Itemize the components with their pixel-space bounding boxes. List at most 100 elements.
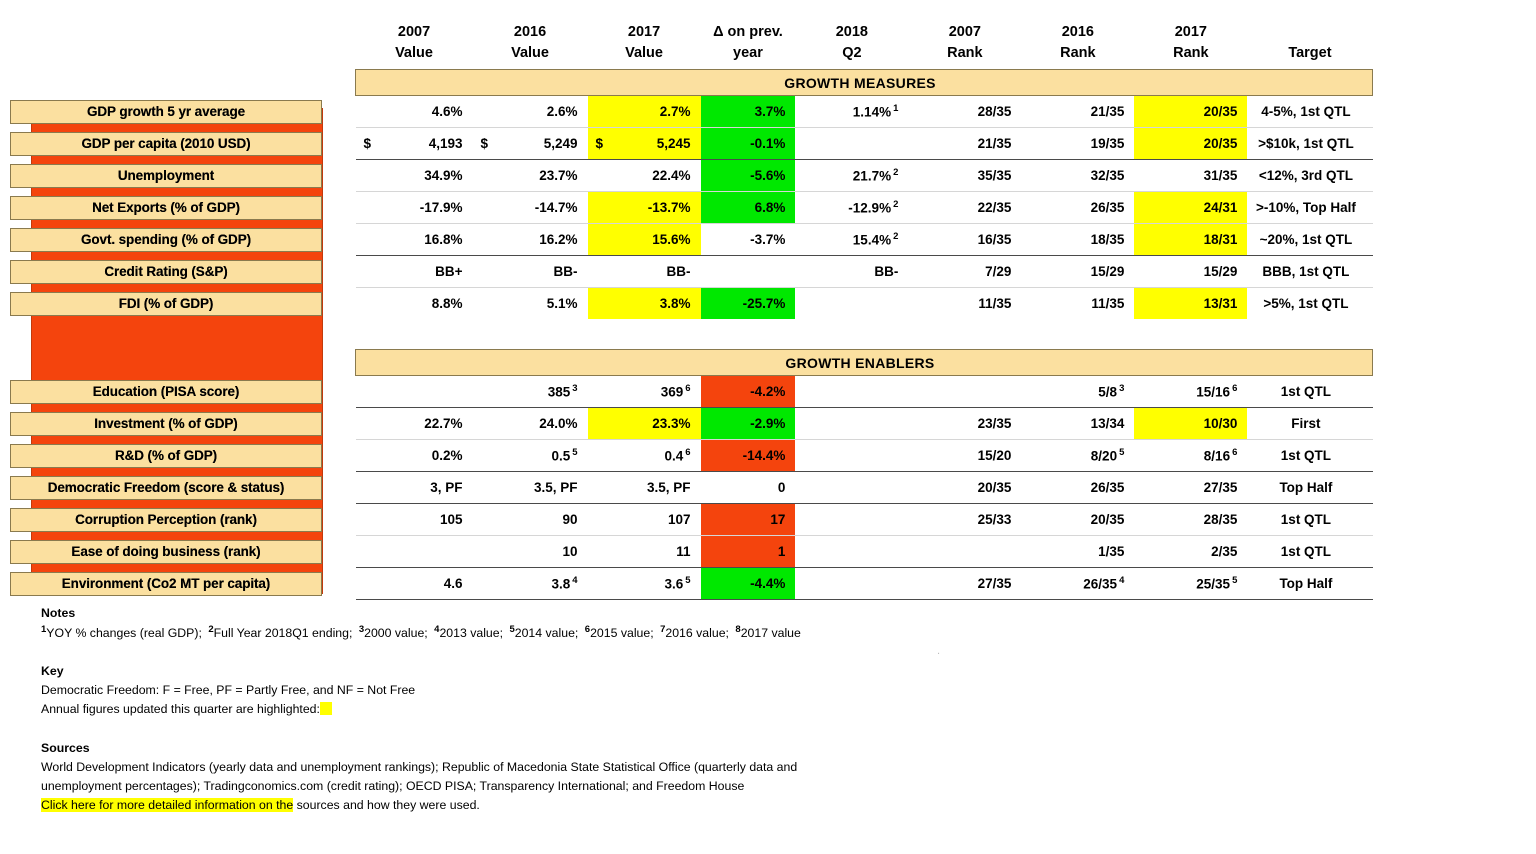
table-row: 16.8% 16.2% 15.6% -3.7% 15.4% 2 16/35 18/35 18/3… [355,223,1373,256]
cell-2017-value: -13.7% [587,191,701,224]
footnote-marker: 6 [1232,383,1238,395]
cell-2017-rank: 10/30 [1134,407,1248,440]
cell-2017-value: 11 [587,535,701,568]
cell-2018-q2: 21.7% 2 [795,159,909,192]
indicator-label-text: Investment (% of GDP) [94,416,238,432]
footnote-marker: 2 [893,231,899,243]
cell-2017-value: 3.6 5 [587,567,701,601]
cell-2016-value: 0.5 5 [472,439,588,472]
sources-detail-link[interactable]: Click here for more detailed information… [41,798,294,813]
note-text-7: 2016 value; [665,626,733,641]
column-header-8: Target [1288,45,1332,62]
cell-2007-rank: 28/35 [908,95,1022,128]
cell-2016-rank: 13/34 [1021,407,1135,440]
cell-2007-rank: 23/35 [908,407,1022,440]
cell-2007-value: -17.9% [355,191,473,224]
indicator-label-text: GDP growth 5 yr average [86,104,245,120]
scorecard-table: 2007 Value 2016 Value 2017 Value Δ on prev. yea… [355,22,1373,601]
cell-2018-q2 [795,127,909,160]
cell-2016-value: 385 3 [472,375,588,408]
cell-2017-rank: 28/35 [1134,503,1248,536]
cell-delta-prev-year: -4.2% [700,375,796,408]
table-row: BB+ BB- BB- BB- 7/29 15/29 15/29 BBB, 1st QTL [355,255,1373,288]
cell-2017-value: 369 6 [587,375,701,408]
table-header: 2007 Value 2016 Value 2017 Value Δ on prev. yea… [356,22,1373,70]
cell-2016-rank: 26/35 4 [1021,567,1135,601]
cell-2016-value: 3.5, PF [472,471,588,504]
currency-symbol: $ [480,136,489,152]
sources-line-1: World Development Indicators (yearly dat… [41,760,798,775]
cell-2016-value: 16.2% [472,223,588,256]
table-row: $4,193 $5,249 $5,245 -0.1% 21/35 19/35 20/35 >$… [355,127,1373,160]
cell-2007-rank: 25/33 [908,503,1022,536]
cell-2007-value: 34.9% [355,159,473,192]
indicator-label-12: Ease of doing business (rank) [10,539,322,564]
indicator-label-text: Govt. spending (% of GDP) [81,232,251,248]
cell-target: >-10%, Top Half [1247,191,1373,224]
cell-2007-value: BB+ [355,255,473,288]
key-heading: Key [41,664,64,678]
cell-2007-rank: 21/35 [908,127,1022,160]
cell-2007-rank [908,535,1022,568]
footnote-marker: 5 [685,575,691,587]
cell-2018-q2 [795,503,909,536]
cell-2017-value: 15.6% [587,223,701,256]
indicator-label-9: R&D (% of GDP) [10,443,322,468]
footnote-marker: 5 [1232,575,1238,587]
cell-2017-value: $5,245 [587,127,701,160]
indicator-label-text: Credit Rating (S&P) [104,264,228,280]
cell-2018-q2: 15.4% 2 [795,223,909,256]
indicator-label-1: GDP per capita (2010 USD) [10,131,322,156]
note-text-6: 2015 value; [590,626,658,641]
key-freedom-legend: Democratic Freedom: F = Free, PF = Partl… [41,683,416,698]
note-text-4: 2013 value; [439,626,507,641]
cell-2016-rank: 20/35 [1021,503,1135,536]
footnote-marker: 3 [572,383,578,395]
cell-target: First [1247,407,1373,440]
cell-delta-prev-year: -0.1% [700,127,796,160]
note-marker-3: 3 [358,624,365,636]
cell-2007-value: 0.2% [355,439,473,472]
table-header-row: 2007 Value 2016 Value 2017 Value Δ on prev. yea… [356,22,1373,70]
cell-2007-rank: 11/35 [908,287,1022,320]
indicator-label-10: Democratic Freedom (score & status) [10,475,322,500]
sources-heading: Sources [41,741,90,755]
cell-2007-value [355,535,473,568]
cell-target: ~20%, 1st QTL [1247,223,1373,256]
cell-target: <12%, 3rd QTL [1247,159,1373,192]
footnote-marker: 6 [1232,447,1238,459]
key-highlight-legend: Annual figures updated this quarter are … [41,700,415,719]
cell-target: Top Half [1247,471,1373,504]
cell-2016-value: 23.7% [472,159,588,192]
note-text-1: YOY % changes (real GDP); [46,626,206,641]
note-text-8: 2017 value [740,626,801,641]
indicator-label-text: Environment (Co2 MT per capita) [61,576,271,592]
footnote-marker: 2 [893,167,899,179]
cell-2018-q2 [795,407,909,440]
currency-symbol: $ [595,136,604,152]
cell-target: 4-5%, 1st QTL [1247,95,1373,128]
cell-2016-rank: 26/35 [1021,471,1135,504]
indicator-label-13: Environment (Co2 MT per capita) [10,571,322,596]
cell-2007-rank [908,375,1022,408]
sources-link-line[interactable]: Click here for more detailed information… [41,796,797,815]
note-marker-7: 7 [660,624,666,636]
indicator-label-text: FDI (% of GDP) [118,296,214,312]
footnote-marker: 1 [893,103,899,115]
cell-target: 1st QTL [1247,375,1373,408]
cell-2017-rank: 27/35 [1134,471,1248,504]
table-row: 105 90 107 17 25/33 20/35 28/35 1st QTL [355,503,1373,536]
indicator-label-5: Credit Rating (S&P) [10,259,322,284]
cell-2007-value: 22.7% [355,407,473,440]
indicator-label-text: GDP per capita (2010 USD) [81,136,251,152]
indicator-label-11: Corruption Perception (rank) [10,507,322,532]
table-row: -17.9% -14.7% -13.7% 6.8% -12.9% 2 22/35 26/35 2… [355,191,1373,224]
indicator-label-3: Net Exports (% of GDP) [10,195,322,220]
cell-2016-value: 5.1% [472,287,588,320]
cell-target: >5%, 1st QTL [1247,287,1373,320]
indicator-label-7: Education (PISA score) [10,379,322,404]
cell-2007-value: 3, PF [355,471,473,504]
cell-2016-rank: 26/35 [1021,191,1135,224]
cell-2017-rank: 2/35 [1134,535,1248,568]
note-marker-5: 5 [509,624,515,636]
